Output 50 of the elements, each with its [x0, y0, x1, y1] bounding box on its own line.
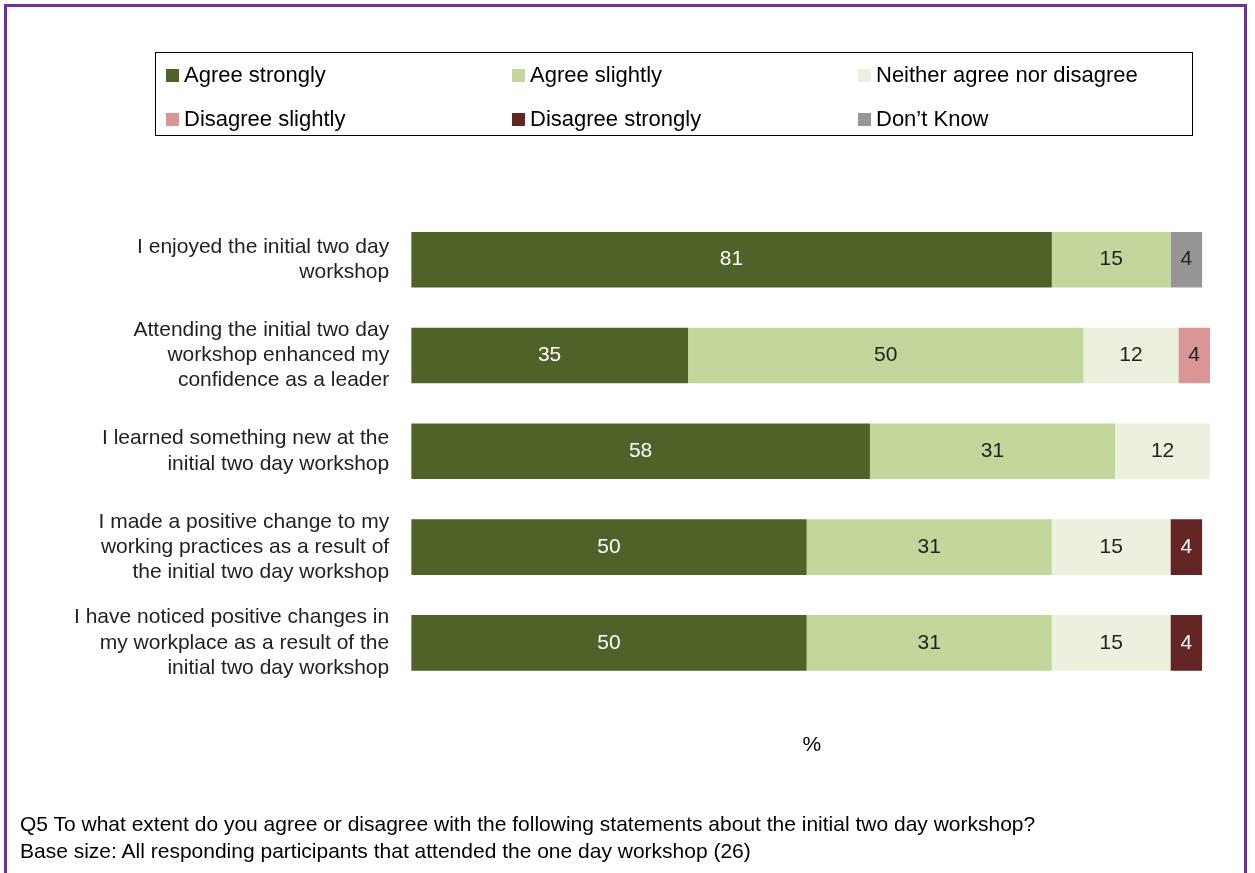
- bar: [1051, 519, 1171, 575]
- bar: [688, 327, 1084, 384]
- legend-label: Agree strongly: [183, 61, 327, 89]
- bar: [411, 519, 807, 575]
- y-tick-label: I made a positive change to my working practices as a result of the initial two day workshop: [98, 508, 390, 583]
- data-label: 4: [1180, 533, 1193, 557]
- data-label: 4: [1188, 342, 1201, 366]
- data-label: 31: [917, 533, 941, 557]
- y-tick-label: Attending the initial two day workshop enhanced my confidence as a leader: [133, 317, 390, 391]
- bar: [1083, 327, 1179, 384]
- bar: [1170, 231, 1203, 288]
- bar: [806, 615, 1052, 671]
- bar: [869, 423, 1116, 480]
- data-label: 50: [597, 533, 621, 557]
- data-label: 81: [719, 246, 744, 270]
- data-label: 58: [628, 438, 653, 462]
- data-label: 15: [1099, 533, 1123, 557]
- bar: [1178, 327, 1210, 384]
- bar: [1051, 615, 1171, 671]
- data-label: 50: [874, 342, 898, 366]
- data-label: 4: [1180, 629, 1193, 653]
- data-label: 12: [1150, 438, 1175, 462]
- data-label: 15: [1099, 246, 1123, 270]
- data-label: 12: [1119, 342, 1143, 366]
- bar: [411, 615, 807, 671]
- bar: [1115, 423, 1210, 480]
- legend-label: Neither agree nor disagree: [875, 61, 1139, 89]
- x-axis-title: %: [802, 732, 822, 756]
- y-tick-label: I learned something new at the initial two day workshop: [102, 425, 390, 474]
- legend-label: Don’t Know: [875, 105, 990, 133]
- y-tick-label: I enjoyed the initial two day workshop: [137, 233, 390, 283]
- bar: [411, 423, 870, 480]
- data-label: 50: [597, 629, 621, 653]
- data-label: 4: [1180, 246, 1193, 270]
- bar: [1170, 615, 1203, 671]
- bar: [411, 231, 1052, 288]
- text: Base size: All responding participants that attended the one day workshop (26): [20, 838, 752, 864]
- bar: [1170, 519, 1203, 575]
- legend-label: Disagree strongly: [529, 105, 703, 133]
- y-tick-label: I have noticed positive changes in my workplace as a result of the initial two day workshop: [73, 604, 390, 678]
- bar: [411, 327, 689, 384]
- bar: [806, 519, 1052, 575]
- data-label: 15: [1099, 629, 1123, 653]
- legend-label: Disagree slightly: [183, 105, 347, 133]
- legend-label: Agree slightly: [529, 61, 664, 89]
- data-label: 35: [537, 342, 562, 366]
- text: Q5 To what extent do you agree or disagree with the following statements about the initial two day workshop?: [20, 811, 1036, 837]
- bar: [1051, 231, 1171, 288]
- data-label: 31: [980, 438, 1005, 462]
- data-label: 31: [917, 629, 941, 653]
